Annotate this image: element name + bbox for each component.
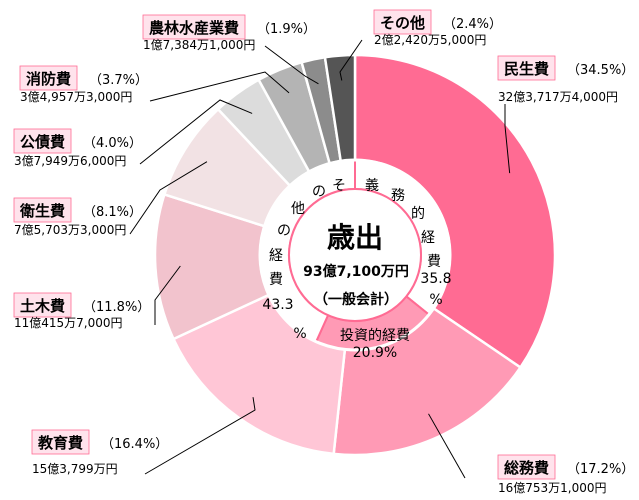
- inner-ring-char-2: 的: [411, 206, 425, 222]
- slice-label-6: 消防費 （3.7%） 3億4,957万3,000円: [19, 65, 148, 104]
- leader-line-8: [339, 39, 363, 81]
- slice-name: 土木費: [20, 297, 65, 315]
- inner-ring-char-4: 費: [427, 254, 441, 270]
- slice-name: 消防費: [26, 70, 71, 88]
- inner-ring-char-8: 20.9%: [353, 345, 397, 361]
- slice-amount: 32億3,717万4,000円: [498, 90, 618, 104]
- slice-name: 教育費: [37, 434, 83, 452]
- slice-name-box: [373, 9, 432, 35]
- slice-label-3: 土木費 （11.8%）11億415万7,000円: [13, 292, 150, 330]
- slice-name: 公債費: [20, 133, 65, 151]
- inner-ring-char-13: 経: [269, 248, 283, 264]
- slice-amount: 11億415万7,000円: [14, 316, 123, 330]
- slice-label-4: 衛生費 （8.1%） 7億5,703万3,000円: [13, 197, 142, 237]
- inner-ring-char-0: 義: [365, 177, 379, 194]
- slice-label-5: 公債費 （4.0%） 3億7,949万6,000円: [13, 128, 142, 168]
- slice-name: 民生費: [504, 60, 549, 78]
- leader-line-4: [129, 161, 208, 235]
- slice-amount: 1億7,384万1,000円: [143, 38, 255, 52]
- slice-name-box: [497, 454, 556, 480]
- slice-percent: （3.7%）: [89, 73, 148, 88]
- slice-amount: 7億5,703万3,000円: [14, 223, 126, 237]
- leader-line-3: [154, 265, 181, 325]
- slice-name: 総務費: [504, 459, 549, 477]
- slice-percent: （1.9%）: [257, 22, 316, 37]
- slice-name-box: [13, 128, 72, 154]
- slice-label-1: 総務費 （17.2%） 16億753万1,000円: [497, 454, 634, 495]
- slice-name-box: [13, 292, 72, 318]
- inner-ring-char-15: 43.3: [262, 297, 293, 313]
- slice-percent: （2.4%）: [443, 17, 502, 32]
- inner-ring-char-3: 経: [421, 230, 435, 246]
- inner-ring-char-6: %: [429, 292, 442, 308]
- slice-amount: 16億753万1,000円: [498, 481, 607, 495]
- slice-amount: 3億4,957万3,000円: [20, 90, 132, 104]
- inner-ring-char-9: そ: [332, 178, 346, 194]
- leader-lines: [129, 39, 511, 479]
- slice-percent: （16.4%）: [101, 437, 168, 452]
- leader-line-0: [504, 104, 511, 174]
- inner-ring-char-16: %: [293, 326, 306, 342]
- slice-amount: 3億7,949万6,000円: [14, 154, 126, 168]
- leader-line-2: [144, 397, 256, 475]
- slice-name-box: [142, 14, 246, 40]
- slice-name: 衛生費: [19, 202, 65, 220]
- slice-percent: （11.8%）: [83, 300, 150, 315]
- center-hole: [288, 188, 422, 322]
- leader-line-7: [264, 45, 319, 85]
- slice-label-7: 農林水産業費 （1.9%）1億7,384万1,000円: [142, 14, 316, 52]
- inner-ring-char-12: の: [277, 223, 291, 239]
- slice-name-box: [497, 55, 556, 81]
- slice-percent: （4.0%）: [83, 136, 142, 151]
- slice-name: その他: [380, 14, 425, 32]
- leader-line-6: [149, 71, 290, 102]
- slice-label-2: 教育費 （16.4%） 15億3,799万円: [31, 429, 168, 476]
- slice-percent: （17.2%）: [567, 462, 634, 477]
- slice-amount: 2億2,420万5,000円: [374, 33, 486, 47]
- slice-name-box: [31, 429, 90, 455]
- inner-ring-char-5: 35.8: [420, 271, 451, 287]
- slice-percent: （34.5%）: [567, 63, 634, 78]
- slice-label-8: その他 （2.4%）2億2,420万5,000円: [373, 9, 502, 47]
- slice-label-0: 民生費 （34.5%） 32億3,717万4,000円: [497, 55, 634, 104]
- slice-percent: （8.1%）: [83, 205, 142, 220]
- inner-ring-char-10: の: [312, 184, 326, 200]
- center-note: （一般会計）: [314, 291, 398, 308]
- inner-ring-char-1: 務: [391, 188, 405, 204]
- inner-ring-char-11: 他: [291, 201, 305, 217]
- slice-amount: 15億3,799万円: [32, 462, 118, 476]
- center-title: 歳出: [327, 221, 383, 254]
- center-total: 93億7,100万円: [303, 263, 409, 280]
- leader-line-5: [139, 99, 253, 165]
- leader-line-1: [428, 413, 466, 479]
- inner-ring-char-7: 投資的経費: [340, 328, 410, 344]
- slice-name-box: [19, 65, 78, 91]
- slice-name-box: [13, 197, 72, 223]
- slice-name: 農林水産業費: [149, 19, 239, 37]
- inner-ring-char-14: 費: [269, 272, 283, 288]
